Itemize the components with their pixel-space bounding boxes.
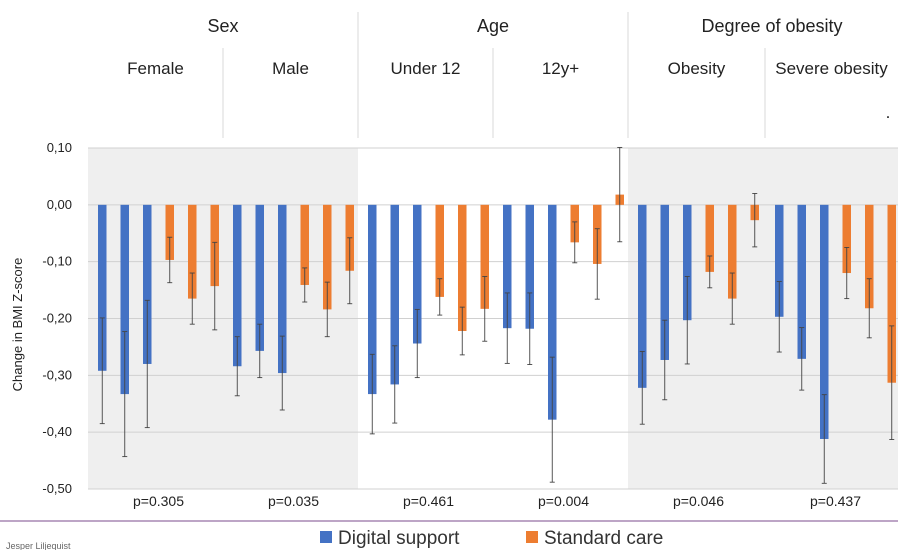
y-axis: 0,10 0,00 -0,10 -0,20 -0,30 -0,40 -0,50 Change …: [10, 140, 72, 496]
y-tick-label: -0,50: [42, 481, 72, 496]
legend-label: Standard care: [544, 528, 663, 549]
p-values: p=0.305 p=0.035 p=0.461 p=0.004 p=0.046 p=0.4…: [133, 493, 861, 509]
standard-care-bar: [865, 204, 874, 309]
standard-care-bar: [458, 204, 467, 332]
p-value-label: p=0.004: [538, 493, 589, 509]
digital-support-bar: [660, 204, 669, 360]
digital-support-bar: [683, 204, 692, 321]
standard-care-bar: [887, 204, 896, 383]
digital-support-bar: [503, 204, 512, 329]
group-label: Age: [477, 16, 509, 36]
digital-support-bar: [775, 204, 784, 317]
digital-support-bar: [548, 204, 557, 420]
subgroup-label: Severe obesity: [775, 59, 888, 78]
p-value-label: p=0.035: [268, 493, 319, 509]
subgroup-label: Under 12: [391, 59, 461, 78]
digital-support-bar: [525, 204, 534, 329]
subgroup-label: Female: [127, 59, 184, 78]
legend-swatch: [320, 531, 332, 543]
standard-care-bar: [842, 204, 851, 274]
legend-label: Digital support: [338, 528, 460, 549]
digital-support-bar: [255, 204, 264, 351]
p-value-label: p=0.046: [673, 493, 724, 509]
p-value-label: p=0.305: [133, 493, 184, 509]
subgroup-label: Obesity: [668, 59, 726, 78]
p-value-label: p=0.437: [810, 493, 861, 509]
standard-care-bar: [705, 204, 714, 272]
standard-care-bar: [165, 204, 174, 260]
y-tick-label: -0,20: [42, 311, 72, 326]
y-tick-label: -0,40: [42, 424, 72, 439]
digital-support-bar: [413, 204, 422, 344]
standard-care-bar: [188, 204, 197, 299]
footer: Jesper Liljequist: [0, 520, 898, 550]
standard-care-bar: [728, 204, 737, 299]
gridlines: [88, 147, 898, 490]
standard-care-bar: [435, 204, 444, 297]
p-value-label: p=0.461: [403, 493, 454, 509]
legend: Digital support Standard care: [320, 528, 663, 549]
y-tick-label: 0,00: [47, 197, 72, 212]
digital-support-bar: [390, 204, 399, 385]
group-label: Sex: [207, 16, 238, 36]
footer-author: Jesper Liljequist: [6, 541, 71, 550]
digital-support-bar: [120, 204, 129, 395]
digital-support-bar: [820, 204, 829, 439]
subgroup-label: 12y+: [542, 59, 579, 78]
legend-swatch: [526, 531, 538, 543]
digital-support-bar: [278, 204, 287, 374]
y-tick-label: -0,30: [42, 367, 72, 382]
annotation-dot: .: [886, 103, 891, 122]
error-bars: [99, 146, 895, 484]
y-axis-label: Change in BMI Z-score: [10, 258, 25, 392]
digital-support-bar: [638, 204, 647, 388]
y-tick-label: -0,10: [42, 254, 72, 269]
header-layer: Sex Female Male Age Under 12 12y+ Degree of ob…: [127, 12, 890, 138]
digital-support-bar: [368, 204, 377, 395]
subgroup-label: Male: [272, 59, 309, 78]
standard-care-bar: [300, 204, 309, 285]
y-tick-label: 0,10: [47, 140, 72, 155]
standard-care-bar: [480, 204, 489, 309]
digital-support-bar: [233, 204, 242, 367]
digital-support-bar: [98, 204, 107, 371]
group-label: Degree of obesity: [701, 16, 842, 36]
digital-support-bar: [797, 204, 806, 359]
digital-support-bar: [143, 204, 152, 364]
standard-care-bar: [323, 204, 332, 310]
